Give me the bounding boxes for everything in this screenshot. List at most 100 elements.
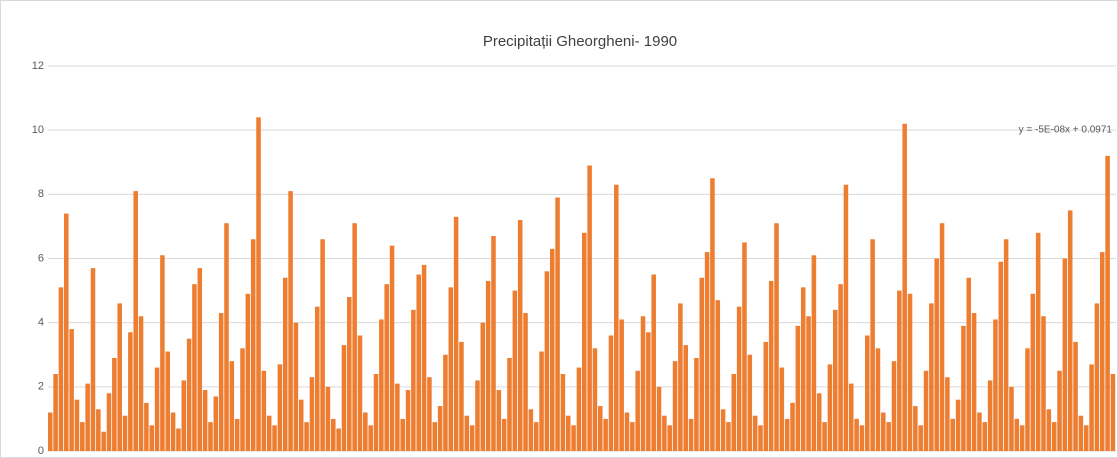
bar [320,239,325,451]
bar [357,335,363,451]
bar [96,409,101,451]
bar [849,383,854,451]
bar [384,284,389,451]
bar [587,165,592,452]
bar [485,280,491,451]
bar [816,393,822,451]
bar [469,425,475,451]
bar [945,377,950,451]
bar [929,303,934,451]
bar [363,412,368,451]
bar [603,418,608,451]
bar [715,300,721,451]
bar [1078,415,1084,451]
bar [192,284,197,451]
bar [998,261,1004,451]
bar [758,425,763,451]
bar [635,370,640,451]
bar [491,236,496,451]
bar [811,255,817,451]
bar [870,239,875,451]
bar [282,277,288,451]
bar [961,325,966,451]
bar [304,422,309,451]
bar [501,418,507,451]
bar [977,412,982,451]
bar [934,258,939,451]
bar [742,242,747,451]
bar [688,418,694,451]
bar [891,361,897,451]
bar [400,418,405,451]
bar [667,425,672,451]
bar [982,422,988,451]
bar [549,248,555,451]
bar [373,374,379,451]
bar [993,319,998,451]
bar [234,418,240,451]
bar [1067,210,1073,451]
bar [913,406,918,451]
bar [1089,364,1094,451]
bar [678,303,683,451]
bar [90,268,96,451]
bar [987,380,993,451]
bar [464,415,470,451]
bar [459,341,464,451]
bar [939,223,945,451]
bar [555,197,560,451]
bar [64,213,69,451]
bar [186,338,192,451]
bar [827,364,833,451]
y-tick-label: 2 [38,381,44,393]
bar [640,316,646,451]
bar [85,383,90,451]
bar [571,425,576,451]
bar [784,418,790,451]
bar [523,313,528,451]
bar [432,422,438,451]
bar [379,319,384,451]
bar [106,393,112,451]
bar [128,332,133,451]
bar [1014,418,1020,451]
bar [838,284,843,451]
bar [122,415,128,451]
bar [208,422,213,451]
bar [768,280,774,451]
bar [950,418,955,451]
bar [533,422,539,451]
bar [875,348,881,451]
bar [736,306,742,451]
bar [411,309,416,451]
bar [250,239,256,451]
chart-title: Precipitații Gheorgheni- 1990 [483,33,677,50]
bar [1041,316,1046,451]
bar [437,406,443,451]
bar [1073,341,1078,451]
bar [624,412,630,451]
bar [277,364,283,451]
bar [266,415,272,451]
bar [1030,293,1036,451]
bar [608,335,614,451]
bar [800,287,806,451]
bar [1062,258,1068,451]
bar [582,232,587,451]
bar [539,351,544,451]
bar [112,357,117,451]
bar [565,415,571,451]
bar [261,370,267,451]
bar [229,361,235,451]
bar [165,351,171,451]
y-tick-label: 10 [32,124,44,136]
bar [416,274,421,451]
bar [1025,348,1030,451]
bar [619,319,624,451]
bar [662,415,667,451]
bar [907,293,913,451]
bar [512,290,518,451]
bar [224,223,229,451]
bar [1105,155,1110,452]
